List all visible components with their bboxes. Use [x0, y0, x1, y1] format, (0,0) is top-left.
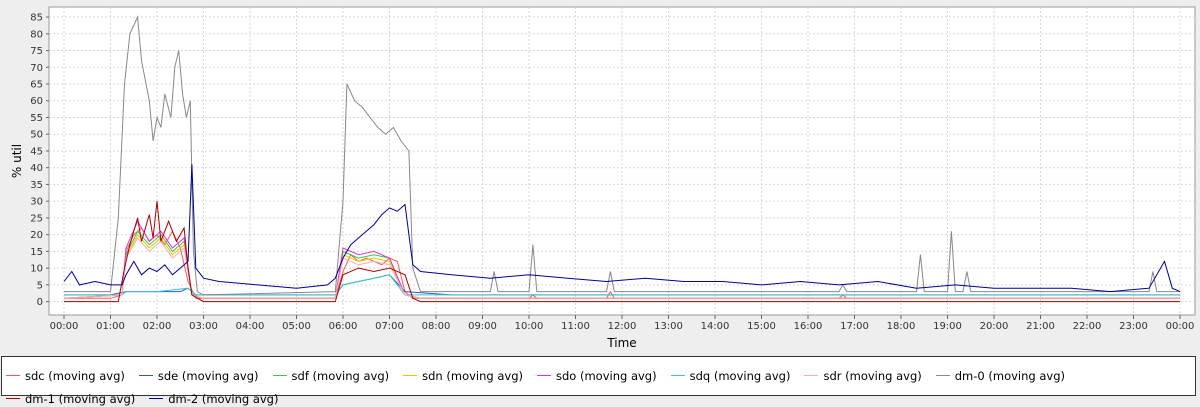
y-tick-label: 10 — [30, 264, 43, 275]
legend-label: sdc (moving avg) — [25, 368, 125, 383]
legend-label: dm-1 (moving avg) — [25, 391, 136, 406]
x-tick-label: 10:00 — [515, 321, 544, 332]
x-tick-label: 06:00 — [329, 321, 358, 332]
series-line-dm-1 — [64, 201, 1180, 303]
legend-swatch — [6, 375, 20, 376]
legend-label: sdf (moving avg) — [291, 368, 390, 383]
legend-swatch — [272, 375, 287, 376]
legend-label: dm-0 (moving avg) — [954, 368, 1065, 383]
x-tick-label: 03:00 — [189, 321, 218, 332]
y-tick-label: 25 — [30, 213, 43, 224]
x-tick-label: 09:00 — [468, 321, 497, 332]
legend-item: dm-2 (moving avg) — [149, 390, 278, 407]
legend-swatch — [149, 398, 164, 399]
x-tick-label: 22:00 — [1073, 321, 1102, 332]
legend-swatch — [935, 375, 950, 376]
y-tick-label: 45 — [30, 146, 43, 157]
x-tick-label: 12:00 — [608, 321, 637, 332]
y-axis-title: % util — [10, 144, 24, 178]
y-tick-label: 80 — [30, 29, 43, 40]
series-line-sdq — [64, 274, 1180, 296]
y-tick-label: 75 — [30, 46, 43, 57]
x-tick-label: 07:00 — [375, 321, 404, 332]
legend-label: sde (moving avg) — [157, 368, 259, 383]
x-tick-label: 17:00 — [840, 321, 869, 332]
legend-item: sdc (moving avg) — [6, 367, 125, 384]
x-axis-title: Time — [606, 336, 636, 350]
series-line-sdr — [63, 237, 1180, 299]
legend-swatch — [537, 375, 551, 376]
legend-item: sde (moving avg) — [138, 367, 259, 384]
y-tick-label: 50 — [30, 130, 43, 141]
x-tick-label: 18:00 — [887, 321, 916, 332]
x-tick-label: 04:00 — [236, 321, 265, 332]
legend-label: sdr (moving avg) — [823, 368, 922, 383]
x-tick-label: 23:00 — [1119, 321, 1148, 332]
legend-item: sdq (moving avg) — [670, 367, 791, 384]
x-tick-label: 00:00 — [50, 321, 79, 332]
y-tick-label: 85 — [30, 13, 43, 24]
y-tick-label: 65 — [30, 80, 43, 91]
x-tick-label: 02:00 — [143, 321, 172, 332]
legend-label: dm-2 (moving avg) — [168, 391, 279, 406]
x-tick-label: 00:00 — [1166, 321, 1195, 332]
x-tick-label: 05:00 — [282, 321, 311, 332]
legend-swatch — [670, 375, 685, 376]
legend-item: sdn (moving avg) — [403, 367, 523, 384]
legend-swatch — [804, 375, 819, 376]
y-tick-label: 15 — [30, 247, 43, 258]
legend-item: dm-0 (moving avg) — [935, 367, 1065, 384]
chart-legend: sdc (moving avg) sde (moving avg) sdf (mov… — [1, 356, 1196, 406]
y-tick-label: 55 — [30, 113, 43, 124]
x-tick-label: 01:00 — [96, 321, 125, 332]
legend-item: sdr (moving avg) — [804, 367, 922, 384]
legend-label: sdo (moving avg) — [556, 368, 657, 383]
y-tick-label: 60 — [30, 96, 43, 107]
series-line-dm-2 — [63, 164, 1181, 293]
y-tick-label: 70 — [30, 63, 43, 74]
y-tick-label: 20 — [30, 230, 43, 241]
legend-swatch — [6, 398, 20, 399]
x-tick-label: 15:00 — [747, 321, 776, 332]
chart-plot: 0 5 10 15 20 25 30 35 40 45 50 55 60 65 70 75 80 85 00:00 0… — [10, 6, 1196, 350]
x-tick-label: 19:00 — [933, 321, 962, 332]
y-tick-label: 35 — [30, 180, 43, 191]
y-tick-label: 5 — [37, 280, 43, 291]
x-tick-label: 11:00 — [561, 321, 590, 332]
x-tick-label: 14:00 — [701, 321, 730, 332]
x-tick-label: 16:00 — [794, 321, 823, 332]
legend-item: sdo (moving avg) — [537, 367, 657, 384]
series-line-dm-0 — [64, 15, 1180, 296]
legend-item: sdf (moving avg) — [272, 367, 390, 384]
y-tick-label: 0 — [37, 297, 43, 308]
x-tick-label: 08:00 — [422, 321, 451, 332]
legend-swatch — [403, 375, 418, 376]
x-tick-label: 21:00 — [1026, 321, 1055, 332]
legend-swatch — [138, 375, 153, 376]
legend-label: sdq (moving avg) — [689, 368, 791, 383]
x-tick-label: 20:00 — [980, 321, 1009, 332]
y-tick-label: 30 — [30, 197, 43, 208]
y-tick-label: 40 — [30, 163, 43, 174]
legend-item: dm-1 (moving avg) — [6, 390, 135, 407]
x-tick-label: 13:00 — [654, 321, 683, 332]
legend-label: sdn (moving avg) — [422, 368, 523, 383]
